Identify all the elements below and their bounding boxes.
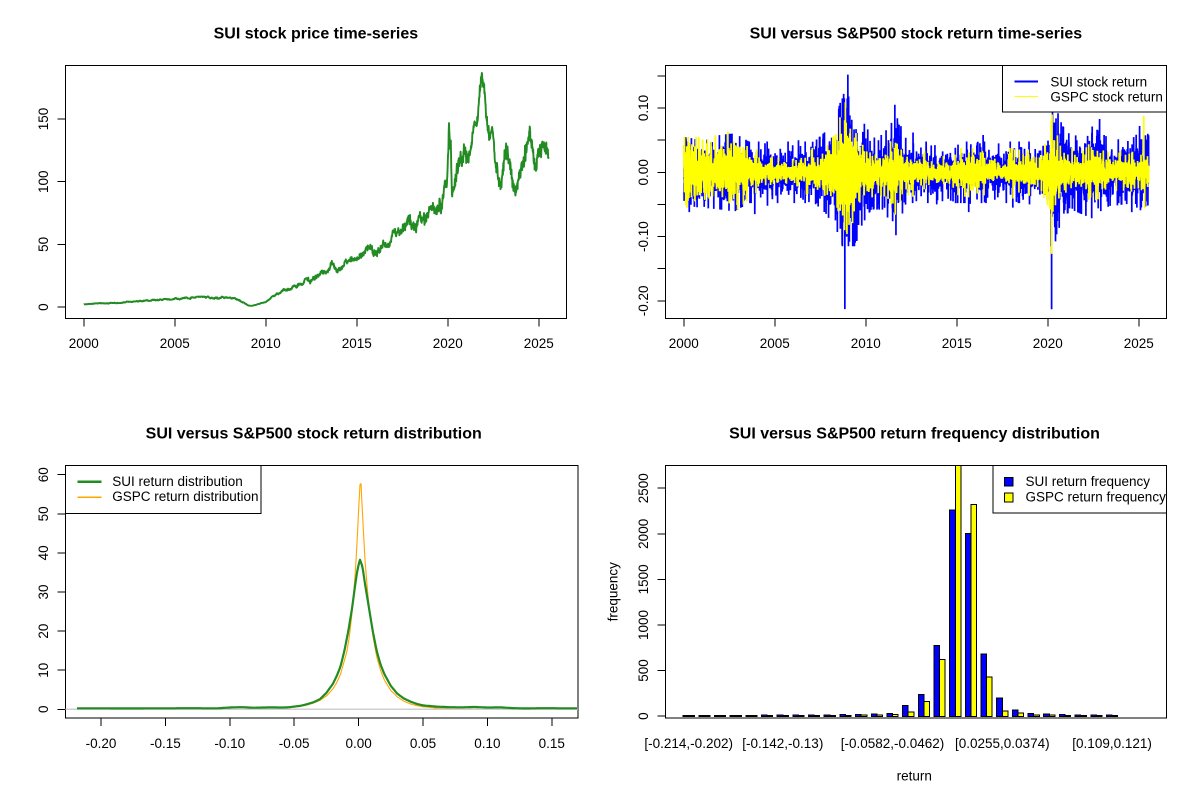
svg-text:30: 30 — [36, 584, 51, 599]
svg-text:SUI versus S&P500 stock return: SUI versus S&P500 stock return distribut… — [146, 425, 482, 442]
svg-text:50: 50 — [36, 237, 51, 252]
svg-text:[0.109,0.121): [0.109,0.121) — [1072, 736, 1152, 751]
svg-text:GSPC return distribution: GSPC return distribution — [112, 489, 258, 504]
svg-text:SUI stock return: SUI stock return — [1050, 74, 1147, 89]
svg-text:20: 20 — [36, 624, 51, 639]
svg-text:-0.15: -0.15 — [150, 736, 181, 751]
svg-text:40: 40 — [36, 545, 51, 560]
svg-text:500: 500 — [636, 659, 651, 682]
svg-text:SUI return frequency: SUI return frequency — [1026, 474, 1151, 489]
svg-text:2025: 2025 — [1124, 336, 1154, 351]
svg-text:1000: 1000 — [636, 610, 651, 640]
svg-text:2020: 2020 — [433, 336, 463, 351]
svg-text:-0.10: -0.10 — [214, 736, 245, 751]
svg-text:[0.0255,0.0374): [0.0255,0.0374) — [955, 736, 1050, 751]
svg-text:frequency: frequency — [606, 562, 621, 622]
svg-text:[-0.0582,-0.0462): [-0.0582,-0.0462) — [841, 736, 945, 751]
svg-text:SUI versus S&P500 stock return: SUI versus S&P500 stock return time-seri… — [750, 26, 1083, 43]
svg-text:2025: 2025 — [524, 336, 554, 351]
svg-text:2005: 2005 — [760, 336, 790, 351]
svg-text:2000: 2000 — [69, 336, 99, 351]
svg-text:0.10: 0.10 — [474, 736, 500, 751]
svg-text:-0.20: -0.20 — [636, 285, 651, 316]
svg-text:2015: 2015 — [942, 336, 972, 351]
svg-text:0.00: 0.00 — [345, 736, 371, 751]
svg-text:150: 150 — [36, 108, 51, 131]
svg-text:2005: 2005 — [160, 336, 190, 351]
svg-text:60: 60 — [36, 467, 51, 482]
svg-text:2500: 2500 — [636, 473, 651, 503]
svg-text:0.10: 0.10 — [636, 95, 651, 121]
svg-text:50: 50 — [36, 506, 51, 521]
svg-text:0: 0 — [36, 706, 51, 714]
svg-text:2020: 2020 — [1033, 336, 1063, 351]
svg-text:-0.20: -0.20 — [86, 736, 117, 751]
svg-text:SUI versus S&P500 return frequ: SUI versus S&P500 return frequency distr… — [729, 425, 1100, 442]
svg-text:return: return — [897, 768, 932, 783]
svg-text:SUI stock price time-series: SUI stock price time-series — [214, 26, 419, 43]
svg-text:2015: 2015 — [342, 336, 372, 351]
svg-text:0: 0 — [636, 712, 651, 720]
svg-text:GSPC return frequency: GSPC return frequency — [1026, 489, 1167, 504]
svg-text:0.05: 0.05 — [410, 736, 436, 751]
svg-text:SUI return distribution: SUI return distribution — [112, 474, 243, 489]
svg-text:2010: 2010 — [251, 336, 281, 351]
svg-text:1500: 1500 — [636, 564, 651, 594]
svg-text:0: 0 — [36, 303, 51, 311]
svg-text:-0.05: -0.05 — [279, 736, 310, 751]
svg-text:0.00: 0.00 — [636, 159, 651, 185]
svg-text:GSPC stock return: GSPC stock return — [1050, 90, 1163, 105]
svg-text:[-0.214,-0.202): [-0.214,-0.202) — [644, 736, 733, 751]
svg-text:[-0.142,-0.13): [-0.142,-0.13) — [742, 736, 823, 751]
svg-text:0.15: 0.15 — [539, 736, 565, 751]
svg-text:-0.10: -0.10 — [636, 221, 651, 252]
svg-text:2000: 2000 — [636, 519, 651, 549]
svg-text:10: 10 — [36, 663, 51, 678]
svg-text:100: 100 — [36, 170, 51, 193]
svg-text:2010: 2010 — [851, 336, 881, 351]
svg-text:2000: 2000 — [669, 336, 699, 351]
